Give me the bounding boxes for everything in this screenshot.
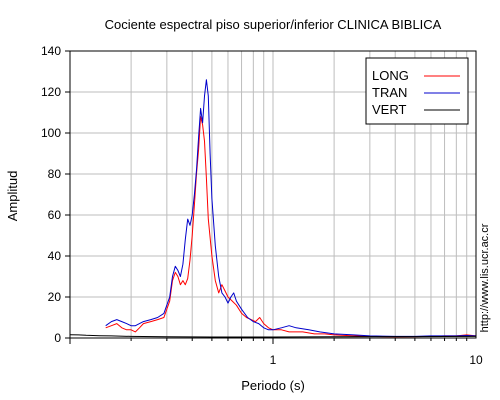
legend-box <box>365 57 469 125</box>
x-axis-label: Periodo (s) <box>241 378 305 393</box>
series-line-long <box>105 116 477 338</box>
side-url-text: http://www.lis.ucr.ac.cr <box>479 223 491 332</box>
legend-label-tran: TRAN <box>372 85 407 100</box>
x-tick-label: 1 <box>270 353 277 367</box>
series-lines <box>69 79 477 338</box>
y-tick-label: 0 <box>54 331 61 345</box>
y-tick-label: 40 <box>48 249 62 263</box>
chart-title: Cociente espectral piso superior/inferio… <box>105 17 442 32</box>
y-tick-label: 140 <box>41 44 61 58</box>
axis-ticks: 0 20 40 60 80 100 120 140 1 10 <box>41 44 483 367</box>
x-tick-label: 10 <box>469 353 483 367</box>
y-tick-label: 60 <box>48 208 62 222</box>
y-tick-label: 80 <box>48 167 62 181</box>
y-axis-label: Amplitud <box>5 171 20 222</box>
legend: LONG TRAN VERT <box>365 57 469 125</box>
y-tick-label: 120 <box>41 85 61 99</box>
series-line-vert <box>69 334 477 338</box>
y-tick-label: 20 <box>48 290 62 304</box>
series-line-tran <box>105 79 477 337</box>
legend-label-long: LONG <box>372 68 409 83</box>
y-tick-label: 100 <box>41 126 61 140</box>
legend-label-vert: VERT <box>372 102 406 117</box>
